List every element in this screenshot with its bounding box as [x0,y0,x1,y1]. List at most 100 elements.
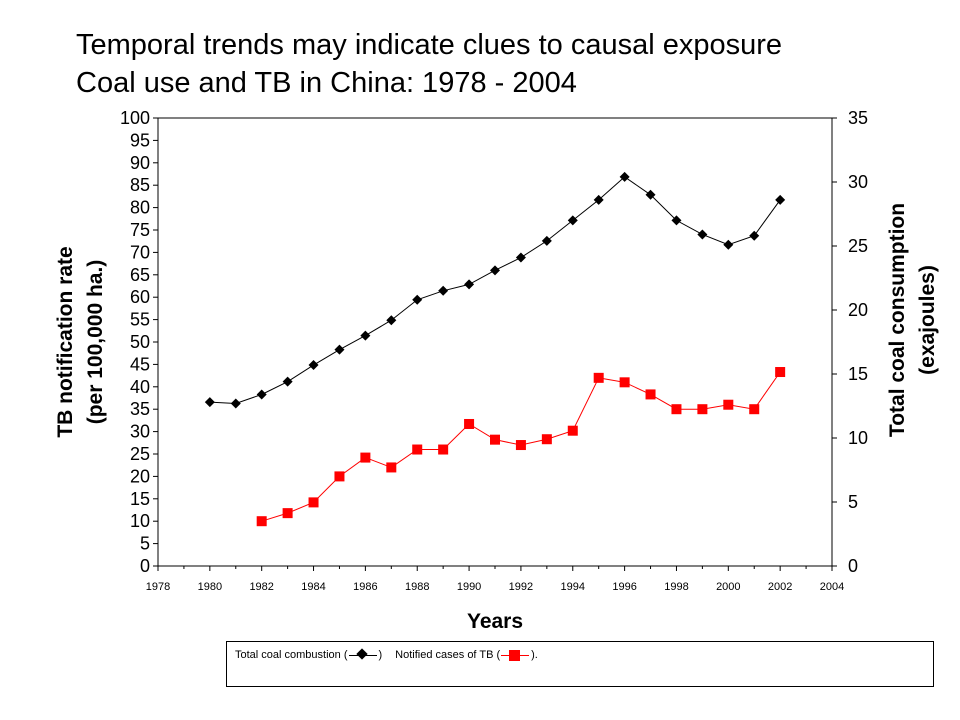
coal-data-point [230,398,241,409]
y-left-tick-label: 40 [130,377,150,397]
tb-data-point [515,440,526,451]
tb-data-point [282,508,293,519]
coal-data-point [645,189,656,200]
tb-data-point [386,462,397,473]
coal-data-point [723,239,734,250]
y-right-tick-label: 35 [848,108,868,128]
x-tick-label: 1992 [509,581,533,593]
y-left-tick-label: 55 [130,310,150,330]
y-left-tick-label: 75 [130,220,150,240]
x-tick-label: 1996 [612,581,636,593]
x-tick-label: 1980 [198,581,222,593]
x-tick-label: 2000 [716,581,740,593]
y-right-axis-title-line: (exajoules) [916,265,939,375]
legend-coal-label: Total coal combustion ( [235,649,348,661]
x-tick-label: 1998 [664,581,688,593]
coal-data-point [697,229,708,240]
y-right-tick-label: 15 [848,364,868,384]
coal-data-point [282,376,293,387]
y-left-tick-label: 70 [130,242,150,262]
tb-data-point [775,367,786,378]
coal-data-point [541,235,552,246]
y-right-axis-title: Total coal consumption (exajoules) [886,203,939,437]
y-right-tick-label: 10 [848,428,868,448]
coal-data-point [308,360,319,371]
tb-data-point [464,418,475,429]
tb-data-point [334,471,345,482]
x-tick-label: 1984 [301,581,325,593]
chart-title-line2: Coal use and TB in China: 1978 - 2004 [76,67,577,99]
tb-data-point [490,434,500,445]
y-left-tick-label: 85 [130,175,150,195]
x-tick-label: 1994 [561,581,585,593]
y-left-tick-label: 95 [130,130,150,150]
y-left-tick-label: 10 [130,511,150,531]
tb-data-point [438,444,449,455]
y-left-axis-title-line: (per 100,000 ha.) [84,260,107,425]
coal-data-point [490,265,500,276]
tb-data-point [697,404,708,415]
y-left-tick-label: 25 [130,444,150,464]
series-line-diamond [209,176,781,404]
coal-data-point [386,315,397,326]
y-left-tick-label: 20 [130,466,150,486]
x-tick-label: 2002 [768,581,792,593]
legend-coal-close: ) [378,649,383,661]
coal-data-point [256,389,267,400]
tb-data-point [541,434,552,445]
tb-data-point [412,444,423,455]
tb-data-point [256,516,267,527]
y-right-tick-label: 30 [848,172,868,192]
y-left-axis-title: TB notification rate (per 100,000 ha.) [54,246,107,437]
y-left-tick-label: 45 [130,354,150,374]
x-tick-label: 2004 [820,581,844,593]
tb-data-point [593,372,604,383]
y-left-tick-label: 30 [130,422,150,442]
coal-data-point [204,397,215,408]
x-tick-label: 1978 [146,581,170,593]
y-left-tick-label: 100 [120,108,150,128]
y-left-tick-label: 60 [130,287,150,307]
coal-data-point [515,252,526,263]
y-left-tick-label: 80 [130,198,150,218]
coal-data-point [567,215,578,226]
coal-data-point [412,294,423,305]
y-left-tick-label: 35 [130,399,150,419]
coal-data-point [671,215,682,226]
y-left-tick-label: 90 [130,153,150,173]
chart-title-line1: Temporal trends may indicate clues to ca… [76,29,783,61]
coal-data-point [360,330,371,341]
coal-data-point [334,344,345,355]
tb-data-point [749,404,760,415]
y-left-tick-label: 15 [130,489,150,509]
y-left-tick-label: 5 [140,534,150,554]
legend-tb-close: ). [531,649,538,661]
line-chart: 0510152025303540455055606570758085909510… [54,108,939,633]
legend-tb-swatch-icon [501,650,530,661]
y-right-tick-label: 5 [848,492,858,512]
tb-data-point [619,377,630,388]
y-right-tick-label: 25 [848,236,868,256]
y-left-tick-label: 65 [130,265,150,285]
coal-data-point [593,194,604,205]
x-tick-label: 1982 [249,581,273,593]
y-right-tick-label: 0 [848,556,858,576]
y-right-axis-title-line: Total coal consumption [886,203,909,437]
tb-data-point [723,399,734,410]
tb-data-point [308,497,319,508]
legend: Total coal combustion ( ) Notified cases… [226,641,934,687]
tb-data-point [645,389,656,400]
y-left-axis-title-line: TB notification rate [54,246,77,437]
coal-data-point [775,194,786,205]
x-tick-label: 1990 [457,581,481,593]
plot-area-frame [157,117,833,567]
y-left-tick-label: 50 [130,332,150,352]
legend-tb-label: Notified cases of TB ( [395,649,501,661]
tb-data-point [567,425,578,436]
tb-data-point [671,404,682,415]
x-tick-label: 1988 [405,581,429,593]
coal-data-point [464,279,475,290]
tb-data-point [360,452,371,463]
coal-data-point [749,230,760,241]
x-axis-title: Years [467,610,523,633]
